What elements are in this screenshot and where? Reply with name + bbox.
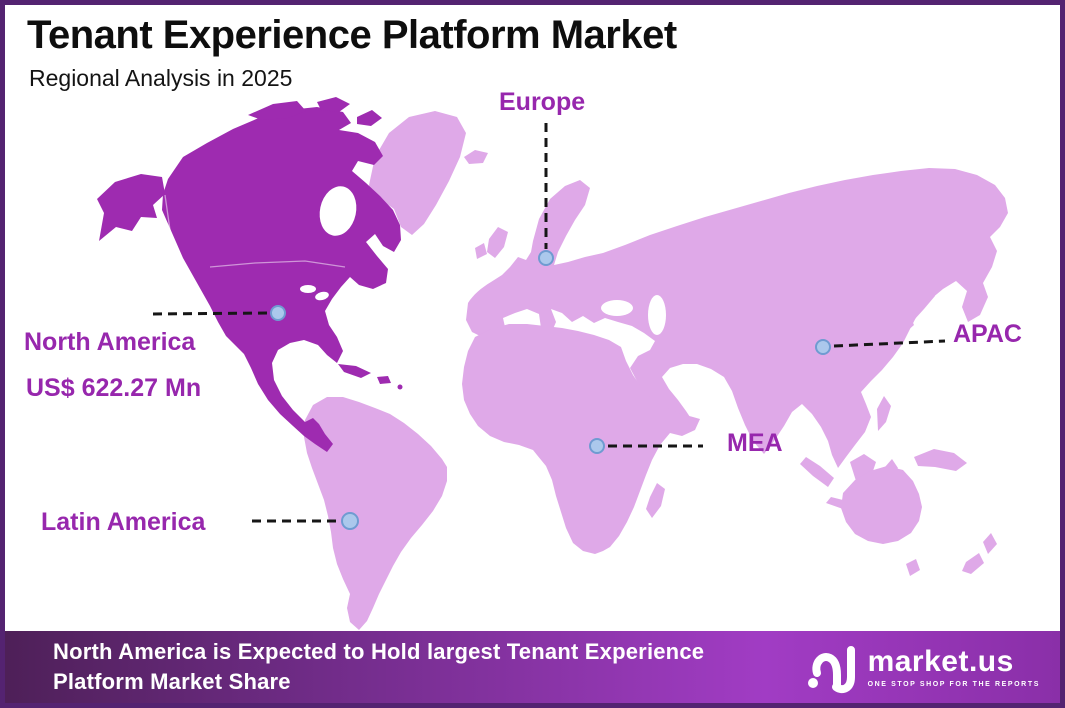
connector-line-apac	[833, 339, 946, 348]
region-marker-latin-america	[341, 512, 359, 530]
region-marker-north-america	[270, 305, 286, 321]
map-madagascar	[646, 483, 665, 518]
map-base-regions	[304, 111, 1008, 630]
brand-tagline: ONE STOP SHOP FOR THE REPORTS	[867, 680, 1040, 688]
footer-banner: North America is Expected to Hold larges…	[5, 631, 1060, 703]
map-inland-seas	[601, 295, 666, 335]
region-label-north-america: North America	[24, 328, 196, 356]
map-iceland	[464, 150, 488, 164]
map-eurasia	[466, 168, 1008, 468]
market-us-logo: market.us ONE STOP SHOP FOR THE REPORTS	[806, 639, 1060, 695]
world-map	[97, 97, 1008, 630]
region-label-latin-america: Latin America	[41, 508, 206, 536]
map-south-america	[304, 397, 447, 630]
region-marker-apac	[815, 339, 831, 355]
region-label-mea: MEA	[727, 429, 783, 457]
market-us-logo-icon	[807, 646, 855, 694]
map-australia	[841, 466, 922, 544]
map-lakes	[300, 186, 357, 301]
region-marker-mea	[589, 438, 605, 454]
brand-name: market.us	[867, 644, 1014, 678]
connector-line-north-america	[152, 311, 269, 316]
map-country-borders	[164, 194, 346, 268]
page-subtitle: Regional Analysis in 2025	[29, 65, 293, 91]
footer-headline: North America is Expected to Hold larges…	[5, 637, 806, 697]
connector-lines	[152, 123, 946, 523]
map-greenland	[369, 111, 466, 235]
region-marker-europe	[538, 250, 554, 266]
footer-headline-line1: North America is Expected to Hold larges…	[53, 639, 705, 664]
region-markers	[270, 250, 831, 530]
map-africa	[462, 324, 700, 554]
region-value-north-america: US$ 622.27 Mn	[26, 374, 202, 402]
footer-headline-line2: Platform Market Share	[53, 669, 291, 694]
page-title: Tenant Experience Platform Market	[27, 13, 677, 57]
region-label-europe: Europe	[499, 88, 586, 116]
region-label-apac: APAC	[953, 320, 1022, 348]
